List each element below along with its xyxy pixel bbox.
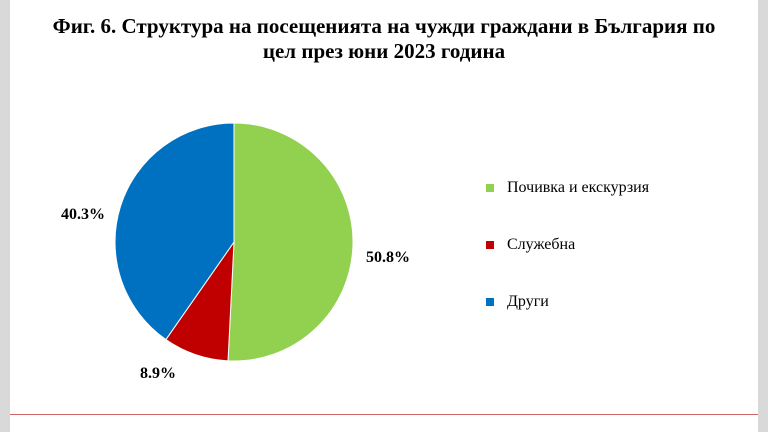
legend-label-business: Служебна bbox=[507, 236, 576, 253]
legend-swatch-other bbox=[486, 298, 494, 306]
chart-title: Фиг. 6. Структура на посещенията на чужд… bbox=[10, 14, 758, 64]
slide-page: Фиг. 6. Структура на посещенията на чужд… bbox=[10, 0, 758, 432]
pie-chart: 50.8% 8.9% 40.3% bbox=[61, 122, 410, 382]
chart-title-line-2: цел през юни 2023 година bbox=[262, 39, 506, 63]
footer-divider bbox=[10, 414, 758, 415]
data-label-business: 8.9% bbox=[140, 365, 176, 382]
pie-slice-leisure bbox=[227, 122, 354, 362]
legend-swatch-leisure bbox=[486, 184, 494, 192]
legend-swatch-business bbox=[486, 241, 494, 249]
data-label-leisure: 50.8% bbox=[366, 249, 410, 266]
data-label-other: 40.3% bbox=[61, 206, 105, 223]
legend-label-leisure: Почивка и екскурзия bbox=[507, 179, 650, 196]
pie-slice-other bbox=[114, 122, 235, 341]
legend-label-other: Други bbox=[507, 293, 549, 310]
chart-title-line-1: Фиг. 6. Структура на посещенията на чужд… bbox=[52, 14, 716, 38]
